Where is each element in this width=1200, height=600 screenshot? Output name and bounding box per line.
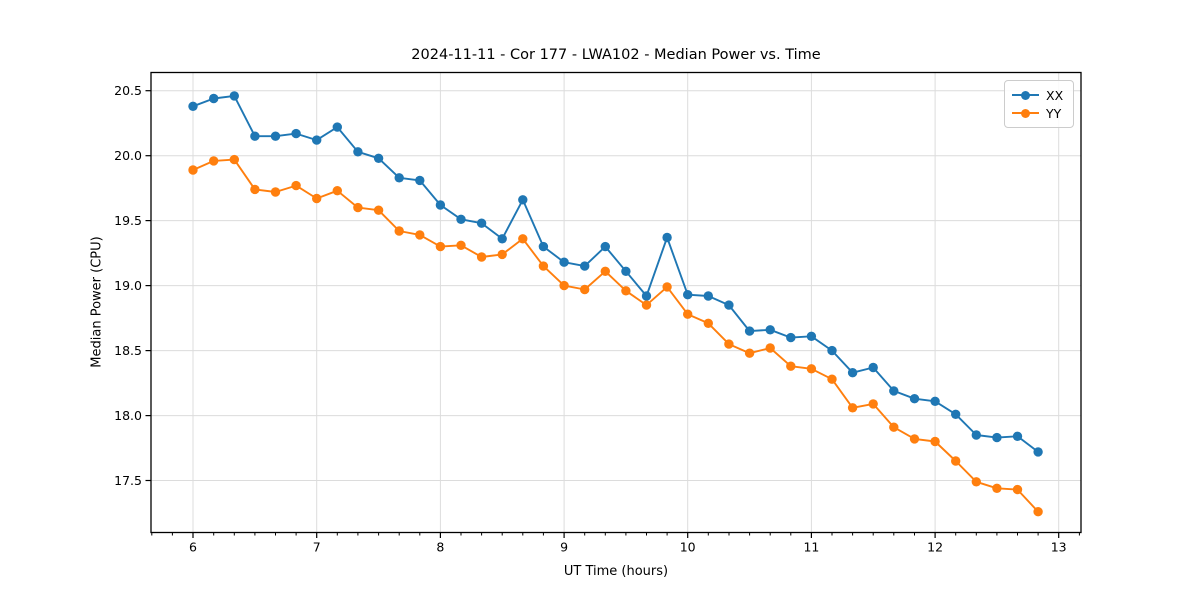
legend-entry-xx: XX — [1012, 86, 1065, 104]
legend-line-marker-yy-icon — [1012, 108, 1039, 118]
svg-text:12: 12 — [927, 540, 943, 555]
svg-text:10: 10 — [680, 540, 696, 555]
svg-text:7: 7 — [313, 540, 321, 555]
chart-title: 2024-11-11 - Cor 177 - LWA102 - Median P… — [411, 47, 821, 63]
svg-text:18.0: 18.0 — [114, 408, 142, 423]
svg-text:8: 8 — [436, 540, 444, 555]
svg-text:13: 13 — [1051, 540, 1067, 555]
legend: XX YY — [1004, 80, 1074, 128]
y-axis-label: Median Power (CPU) — [89, 236, 105, 368]
svg-text:20.0: 20.0 — [114, 148, 142, 163]
legend-entry-yy: YY — [1012, 104, 1065, 122]
svg-text:17.5: 17.5 — [114, 473, 142, 488]
x-axis-label: UT Time (hours) — [563, 564, 669, 579]
legend-label-xx: XX — [1046, 87, 1064, 103]
legend-line-marker-xx-icon — [1012, 90, 1039, 100]
svg-text:20.5: 20.5 — [114, 83, 142, 98]
svg-text:18.5: 18.5 — [114, 343, 142, 358]
svg-text:9: 9 — [560, 540, 568, 555]
legend-label-yy: YY — [1046, 105, 1062, 121]
svg-text:6: 6 — [189, 540, 197, 555]
svg-text:19.5: 19.5 — [114, 213, 142, 228]
svg-text:11: 11 — [803, 540, 819, 555]
svg-text:19.0: 19.0 — [114, 278, 142, 293]
